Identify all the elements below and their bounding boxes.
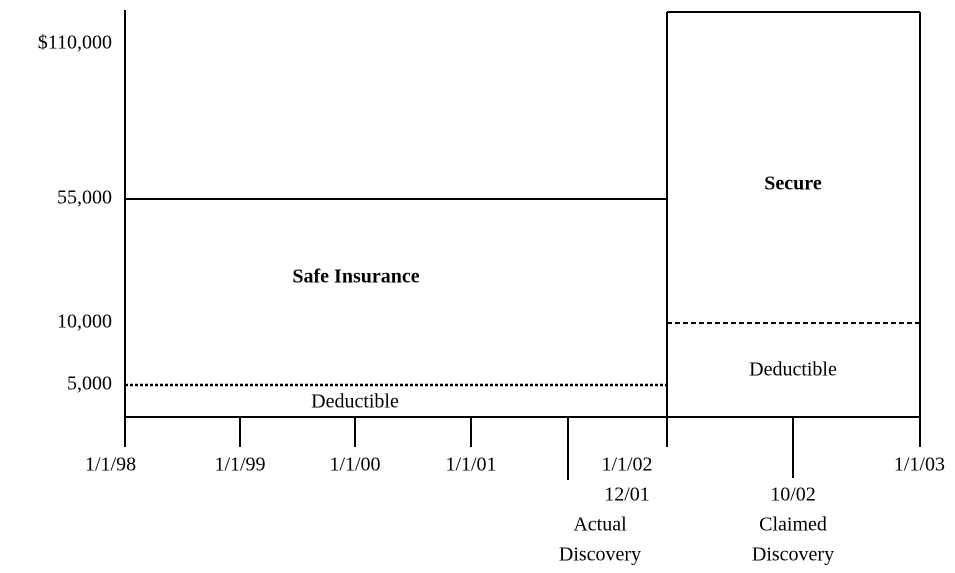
x-label: 1/1/99 <box>214 454 265 476</box>
annotation-date: 10/02 <box>770 484 816 506</box>
box-label: Safe Insurance <box>292 266 419 288</box>
deductible-label: Deductible <box>749 359 837 381</box>
y-label: 55,000 <box>57 187 112 209</box>
x-label: 1/1/00 <box>329 454 380 476</box>
x-label: 1/1/98 <box>85 454 136 476</box>
annotation-text: Actual <box>573 514 627 536</box>
annotation-text: Claimed <box>759 514 827 536</box>
y-label: $110,000 <box>38 32 112 54</box>
y-label: 5,000 <box>67 373 112 395</box>
x-label: 1/1/01 <box>445 454 496 476</box>
box-label: Secure <box>764 173 822 195</box>
x-label: 1/1/02 <box>601 454 652 476</box>
y-label: 10,000 <box>57 311 112 333</box>
annotation-text: Discovery <box>559 544 641 566</box>
x-label: 1/1/03 <box>894 454 945 476</box>
deductible-label: Deductible <box>311 391 399 413</box>
annotation-text: Discovery <box>752 544 834 566</box>
annotation-date: 12/01 <box>604 484 650 506</box>
